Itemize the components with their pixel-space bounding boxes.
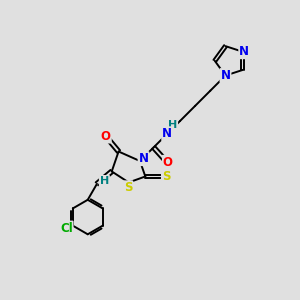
Text: O: O	[163, 156, 173, 169]
Text: H: H	[100, 176, 109, 186]
Text: N: N	[162, 127, 172, 140]
Text: H: H	[168, 121, 177, 130]
Text: S: S	[124, 181, 132, 194]
Text: N: N	[139, 152, 148, 165]
Text: N: N	[220, 69, 230, 82]
Text: O: O	[101, 130, 111, 142]
Text: N: N	[239, 45, 249, 58]
Text: Cl: Cl	[60, 221, 73, 235]
Text: S: S	[162, 170, 170, 183]
